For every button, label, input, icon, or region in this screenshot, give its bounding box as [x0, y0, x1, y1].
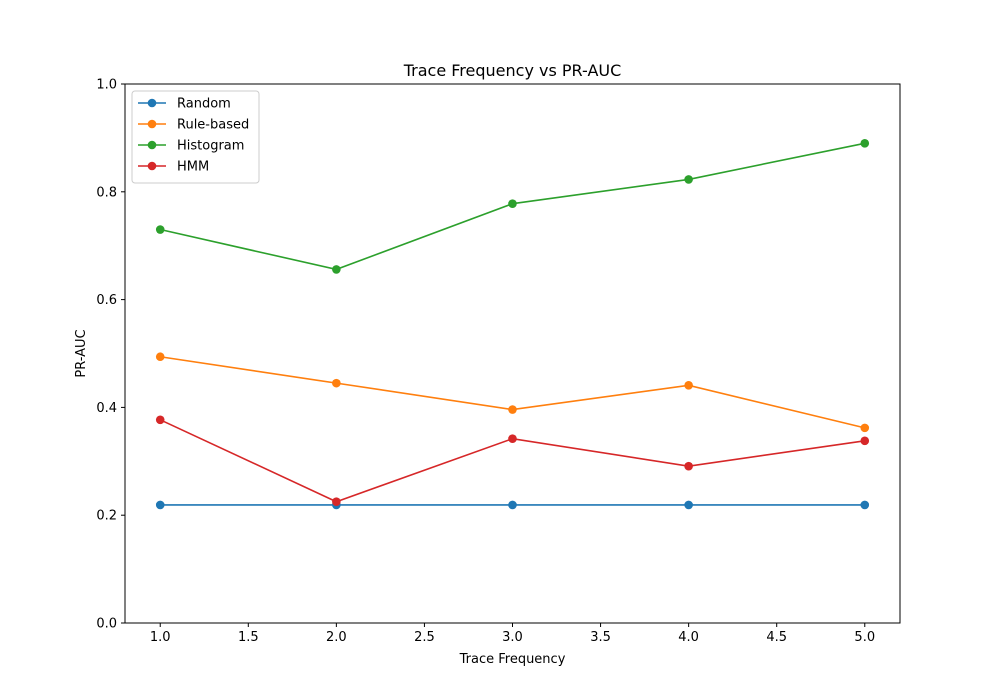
x-tick-label: 1.0: [150, 630, 171, 645]
data-point-hmm: [860, 436, 870, 446]
data-point-histogram: [860, 138, 870, 148]
legend-marker-rule-based: [147, 119, 157, 129]
data-point-rule-based: [332, 378, 341, 388]
y-axis-label: PR-AUC: [74, 329, 89, 377]
data-point-rule-based: [155, 352, 165, 362]
legend: Random Rule-based Histogram HMM: [131, 90, 260, 184]
legend-label-rule-based: Rule-based: [177, 118, 249, 133]
x-tick-label: 1.5: [238, 630, 259, 645]
chart-title: Trace Frequency vs PR-AUC: [403, 61, 622, 80]
plot-marks: [155, 138, 870, 510]
data-point-histogram: [155, 225, 165, 234]
data-point-histogram: [684, 175, 693, 184]
legend-label-hmm: HMM: [177, 160, 209, 175]
x-tick-label: 2.0: [326, 630, 347, 645]
y-axis: 0.0 0.2 0.4 0.6 0.8 1.0: [96, 78, 125, 632]
x-tick-label: 4.0: [678, 630, 699, 645]
legend-marker-random: [147, 98, 157, 108]
data-point-hmm: [508, 434, 517, 443]
x-axis: 1.0 1.5 2.0 2.5 3.0 3.5 4.0 4.5 5.0: [150, 623, 875, 645]
data-point-random: [684, 500, 693, 510]
data-point-hmm: [332, 497, 341, 507]
y-tick-label: 0.0: [96, 617, 117, 632]
x-tick-label: 2.5: [414, 630, 435, 645]
data-point-random: [155, 500, 165, 510]
x-tick-label: 4.5: [766, 630, 787, 645]
x-axis-label: Trace Frequency: [459, 652, 566, 667]
data-point-rule-based: [860, 423, 870, 433]
y-tick-label: 0.8: [96, 185, 117, 200]
data-point-rule-based: [684, 381, 693, 390]
x-tick-label: 5.0: [854, 630, 875, 645]
y-tick-label: 1.0: [96, 78, 117, 93]
data-point-hmm: [684, 461, 693, 471]
x-tick-label: 3.5: [590, 630, 611, 645]
legend-label-random: Random: [177, 97, 231, 112]
data-point-histogram: [508, 199, 517, 208]
data-point-rule-based: [508, 405, 517, 414]
y-tick-label: 0.4: [96, 401, 117, 416]
data-point-random: [860, 500, 870, 510]
data-point-random: [508, 500, 517, 510]
legend-label-histogram: Histogram: [177, 139, 244, 154]
legend-marker-hmm: [147, 161, 157, 171]
y-tick-label: 0.2: [96, 509, 117, 524]
x-tick-label: 3.0: [502, 630, 523, 645]
y-tick-label: 0.6: [96, 293, 117, 308]
legend-marker-histogram: [147, 140, 157, 150]
data-point-hmm: [155, 415, 165, 425]
data-point-histogram: [332, 265, 341, 274]
legend-box: [131, 90, 260, 184]
